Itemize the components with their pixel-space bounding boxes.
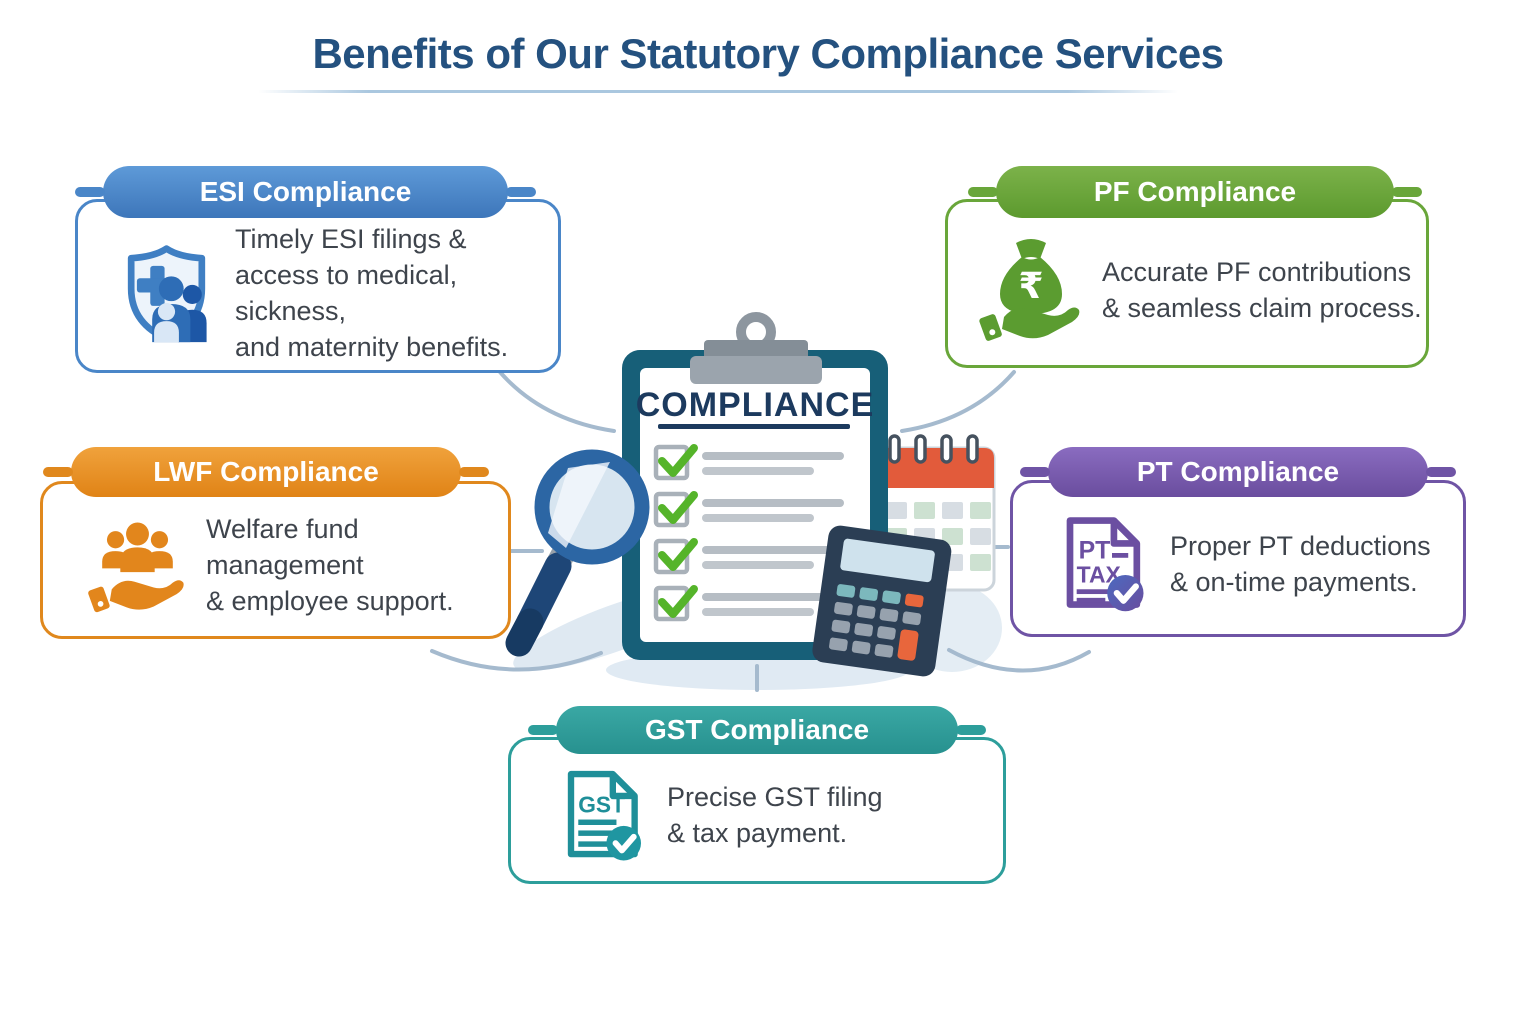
checklist-rows [653,444,844,622]
connector-bottom-right [947,648,1091,673]
lwf-card-title: LWF Compliance [153,456,379,487]
calendar-icon [874,434,996,592]
calendar-cells [886,502,991,571]
connector-esi [498,370,616,433]
clipboard-checklist-icon: COMPLIANCE [622,312,888,660]
gst-compliance-card: GST Compliance GST Precise GST filing & … [508,706,1006,884]
lwf-compliance-card: LWF Compliance [40,447,511,639]
magnifier-icon [505,449,650,657]
page-title: Benefits of Our Statutory Compliance Ser… [312,30,1224,77]
esi-card-title: ESI Compliance [199,176,412,207]
connector-bottom-left [430,649,603,672]
shadow-blobs [513,584,1002,690]
pt-card-title: PT Compliance [1136,456,1340,487]
gst-document-check-icon: GST [551,765,651,865]
lwf-card-description: Welfare fund management & employee suppo… [206,514,454,616]
esi-card-description: Timely ESI filings & access to medical, … [235,224,509,362]
esi-card-header: ESI Compliance [75,166,536,218]
gst-card-title: GST Compliance [644,714,870,745]
pf-card-header: PF Compliance [968,166,1422,218]
title-underline [258,90,1178,93]
connector-pf [900,370,1016,433]
pt-compliance-card: PT Compliance PT TAX [1010,447,1466,637]
pf-card-description: Accurate PF contributions & seamless cla… [1102,256,1422,323]
pt-tax-document-check-icon: PT TAX [1049,511,1154,616]
pt-card-description: Proper PT deductions & on-time payments. [1170,530,1431,597]
clipboard-title: COMPLIANCE [636,386,875,424]
lwf-card-header: LWF Compliance [43,447,489,497]
pf-card-title: PF Compliance [1093,176,1297,207]
pf-compliance-card: PF Compliance ₹ Accurate PF contribution… [945,166,1429,368]
esi-compliance-card: ESI Compliance Timely ESI filings & [75,166,561,373]
money-bag-hand-icon: ₹ [976,235,1086,345]
people-on-hand-icon [85,513,190,618]
gst-doc-text: GST [578,791,625,817]
pt-doc-text-top: PT [1079,538,1111,565]
rupee-symbol: ₹ [1018,266,1043,307]
calculator-icon [812,525,952,677]
connector-lines [430,370,1091,692]
shield-medical-people-icon [114,241,219,346]
gst-card-header: GST Compliance [528,706,986,754]
gst-card-description: Precise GST filing & tax payment. [667,781,883,848]
pt-card-header: PT Compliance [1020,447,1456,497]
